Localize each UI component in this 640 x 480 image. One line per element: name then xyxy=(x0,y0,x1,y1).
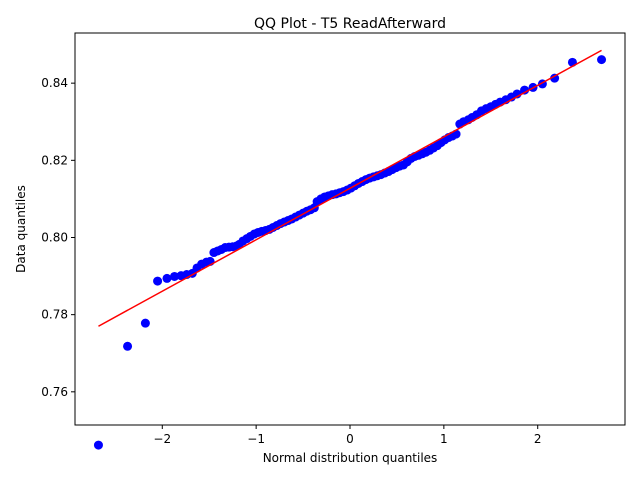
y-axis: 0.76 0.78 0.80 0.82 0.84 xyxy=(41,76,75,399)
data-point xyxy=(162,273,172,283)
x-tick-label: 1 xyxy=(440,432,448,446)
reference-line xyxy=(98,49,602,327)
plot-area xyxy=(93,49,607,450)
data-point xyxy=(520,85,530,95)
y-tick-label: 0.80 xyxy=(41,230,68,244)
x-tick-label: −2 xyxy=(153,432,171,446)
y-tick-label: 0.78 xyxy=(41,308,68,322)
data-point xyxy=(123,341,133,351)
data-point xyxy=(93,440,103,450)
plot-frame xyxy=(74,32,626,426)
x-axis: −2 −1 0 1 2 xyxy=(153,425,542,446)
data-point xyxy=(153,276,163,286)
y-tick-label: 0.84 xyxy=(41,76,68,90)
y-tick-label: 0.82 xyxy=(41,153,68,167)
x-axis-label: Normal distribution quantiles xyxy=(263,451,438,465)
chart-title: QQ Plot - T5 ReadAfterward xyxy=(254,16,446,32)
y-axis-label: Data quantiles xyxy=(14,185,28,273)
x-tick-label: 0 xyxy=(346,432,354,446)
y-tick-label: 0.76 xyxy=(41,385,68,399)
data-point xyxy=(140,318,150,328)
x-tick-label: 2 xyxy=(534,432,542,446)
data-point xyxy=(169,271,179,281)
x-tick-label: −1 xyxy=(247,432,265,446)
data-point xyxy=(597,55,607,65)
data-point xyxy=(550,73,560,83)
